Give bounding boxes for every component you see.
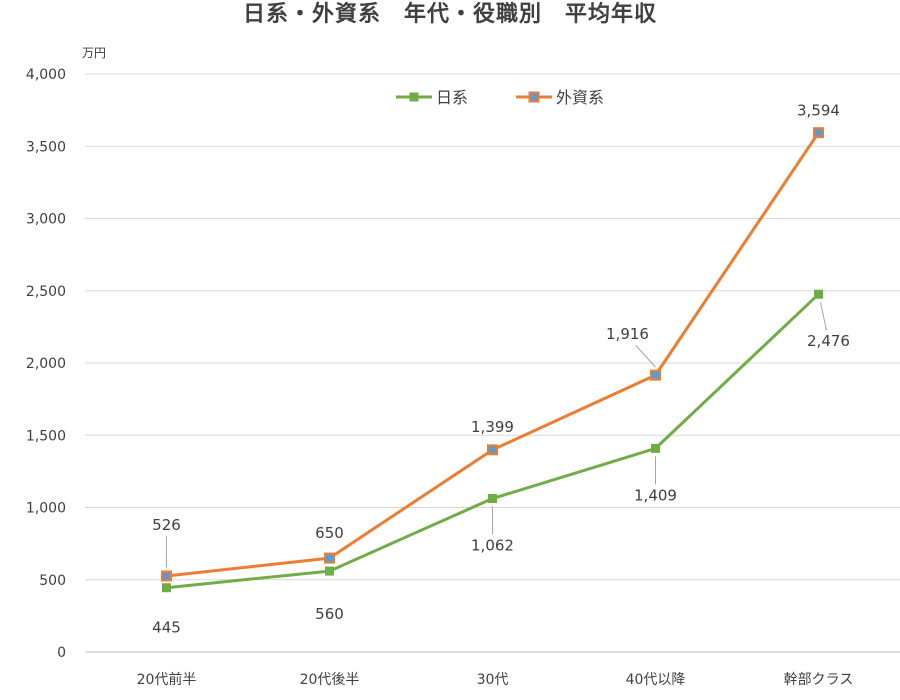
- data-point: [162, 583, 171, 593]
- legend-label: 外資系: [556, 88, 604, 107]
- data-label: 2,476: [807, 332, 850, 350]
- y-tick-label: 1,500: [26, 428, 66, 444]
- legend-label: 日系: [436, 88, 468, 107]
- data-label: 1,399: [471, 418, 514, 436]
- data-label: 445: [152, 619, 181, 637]
- legend-marker: [409, 92, 419, 102]
- x-tick-label: 30代: [477, 672, 509, 688]
- data-point: [488, 494, 497, 504]
- y-tick-label: 3,500: [26, 139, 66, 155]
- data-point: [814, 289, 823, 299]
- data-label: 1,409: [634, 486, 677, 504]
- y-tick-label: 4,000: [26, 67, 66, 83]
- legend-marker: [528, 91, 540, 103]
- leader-line: [635, 344, 656, 368]
- data-point: [650, 369, 661, 381]
- y-tick-label: 1,000: [26, 501, 66, 517]
- data-point: [161, 570, 172, 582]
- y-tick-label: 2,500: [26, 284, 66, 300]
- x-tick-label: 20代前半: [137, 671, 197, 688]
- y-tick-label: 2,000: [26, 356, 66, 372]
- data-label: 1,062: [471, 537, 514, 555]
- data-point: [651, 443, 660, 453]
- leader-line: [820, 302, 827, 331]
- data-label: 526: [152, 516, 181, 534]
- chart-title: 日系・外資系 年代・役職別 平均年収: [242, 2, 657, 27]
- data-point: [325, 566, 334, 576]
- x-tick-label: 幹部クラス: [784, 671, 854, 688]
- data-point: [487, 444, 498, 456]
- data-label: 560: [315, 605, 344, 623]
- data-label: 650: [315, 524, 344, 542]
- x-tick-label: 40代以降: [626, 672, 686, 688]
- data-label: 1,916: [606, 325, 649, 343]
- y-tick-label: 3,000: [26, 212, 66, 228]
- y-tick-label: 0: [57, 645, 66, 661]
- data-point: [324, 552, 335, 564]
- y-tick-label: 500: [39, 573, 66, 589]
- x-tick-label: 20代後半: [300, 672, 360, 688]
- data-label: 3,594: [797, 102, 840, 120]
- data-point: [813, 127, 824, 139]
- y-axis-unit: 万円: [82, 46, 107, 60]
